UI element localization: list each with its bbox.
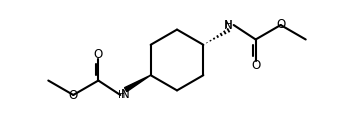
Text: O: O [276,18,285,31]
Text: O: O [251,59,260,72]
Text: N: N [121,88,130,102]
Text: N: N [224,18,233,32]
Text: H: H [118,90,126,100]
Text: O: O [94,48,103,61]
Polygon shape [125,75,151,92]
Text: O: O [69,89,78,102]
Text: H: H [225,20,233,30]
